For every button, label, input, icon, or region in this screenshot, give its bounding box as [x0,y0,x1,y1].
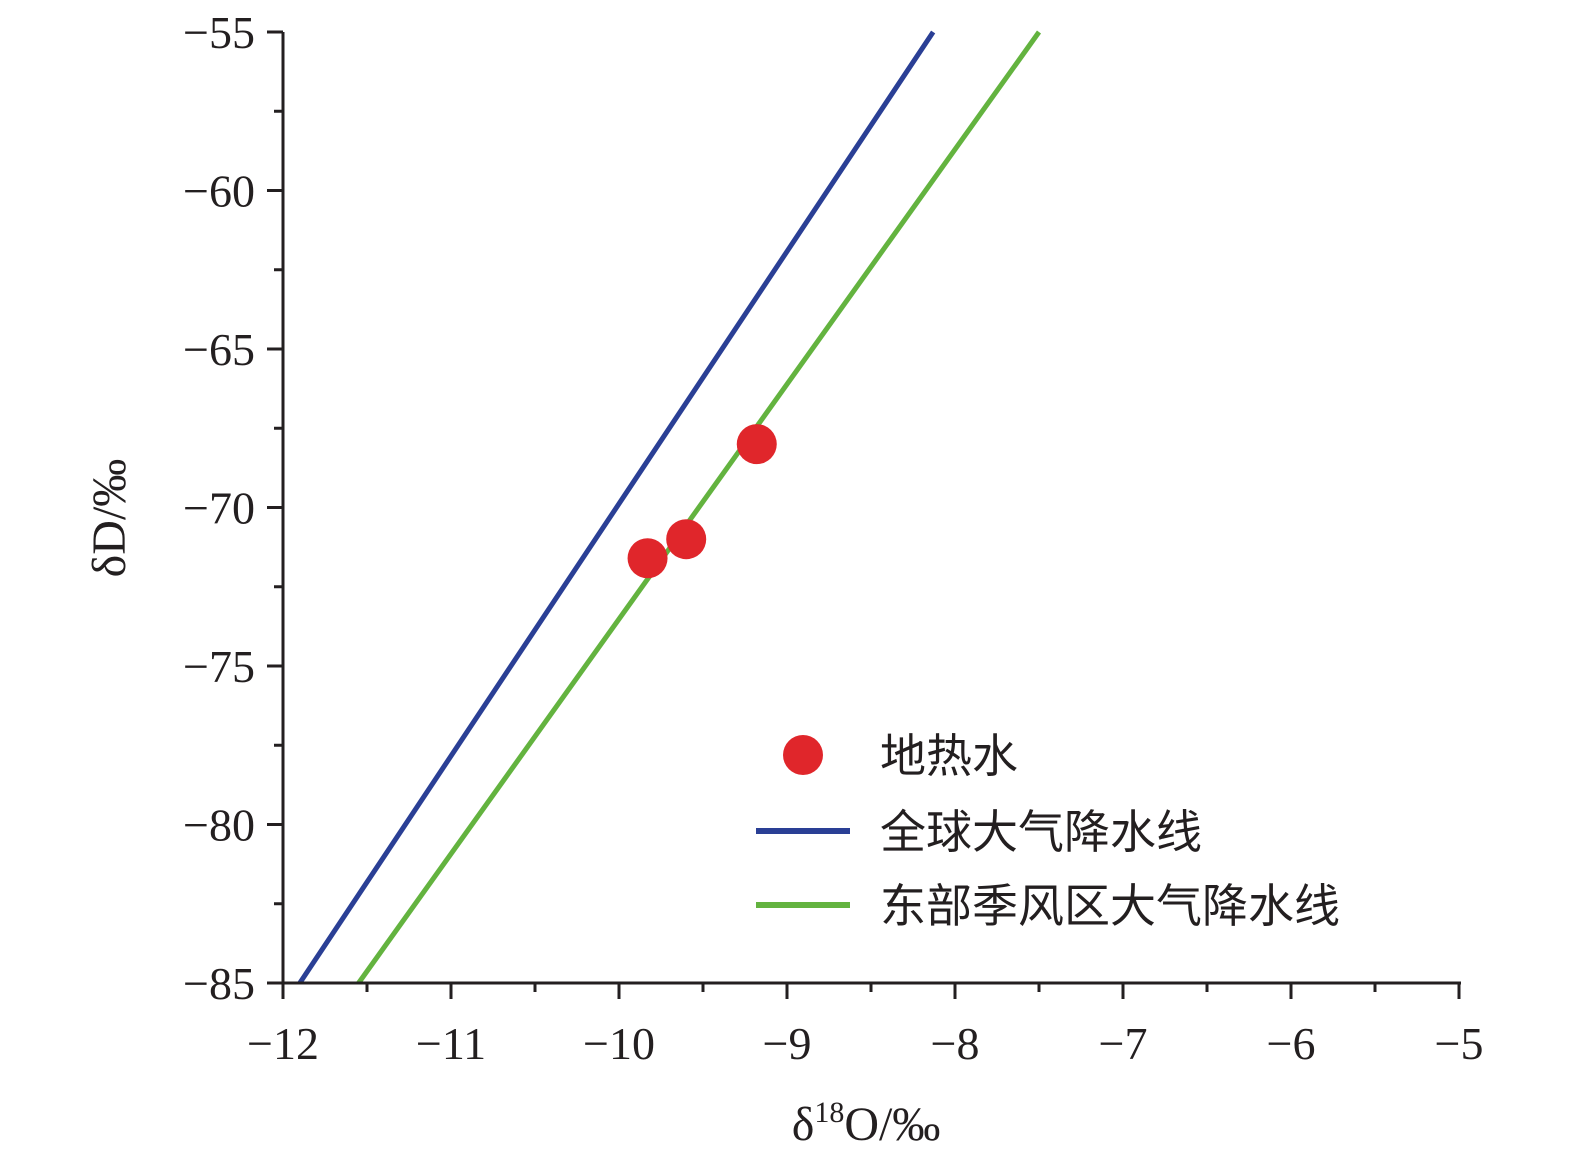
data-point [666,519,707,560]
x-tick-label: −6 [1267,1018,1316,1069]
x-axis-ticks: −12 −11 −10 −9 −8 −7 −6 −5 [247,983,1483,1069]
series-points [627,424,777,579]
legend-label-geothermal-water: 地热水 [880,729,1018,783]
data-point [627,538,668,579]
data-point [736,424,777,465]
x-tick-label: −12 [247,1018,319,1069]
x-tick-label: −8 [931,1018,980,1069]
y-axis-ticks: −85 −80 −75 −70 −65 −60 −55 [183,7,283,1009]
y-tick-label: −60 [183,166,255,217]
legend-label-global-meteoric-line: 全球大气降水线 [880,805,1202,859]
y-tick-label: −75 [183,641,255,692]
series-line-1 [297,30,936,985]
x-tick-label: −5 [1435,1018,1484,1069]
y-tick-label: −80 [183,800,255,851]
y-tick-label: −65 [183,324,255,375]
y-tick-label: −55 [183,7,255,58]
x-tick-label: −10 [583,1018,655,1069]
x-tick-label: −7 [1099,1018,1148,1069]
x-axis-title: δ18O/‰ [792,1096,941,1151]
legend: 地热水 全球大气降水线 东部季风区大气降水线 [756,729,1340,933]
series-lines [297,30,1042,985]
x-tick-label: −11 [416,1018,486,1069]
x-tick-label: −9 [763,1018,812,1069]
legend-label-eastern-monsoon-line: 东部季风区大气降水线 [880,879,1340,933]
series-line-2 [356,30,1042,985]
y-axis-title: δD/‰ [83,459,136,578]
y-tick-label: −85 [183,958,255,1009]
y-tick-label: −70 [183,483,255,534]
legend-marker-geothermal-water [783,735,823,775]
